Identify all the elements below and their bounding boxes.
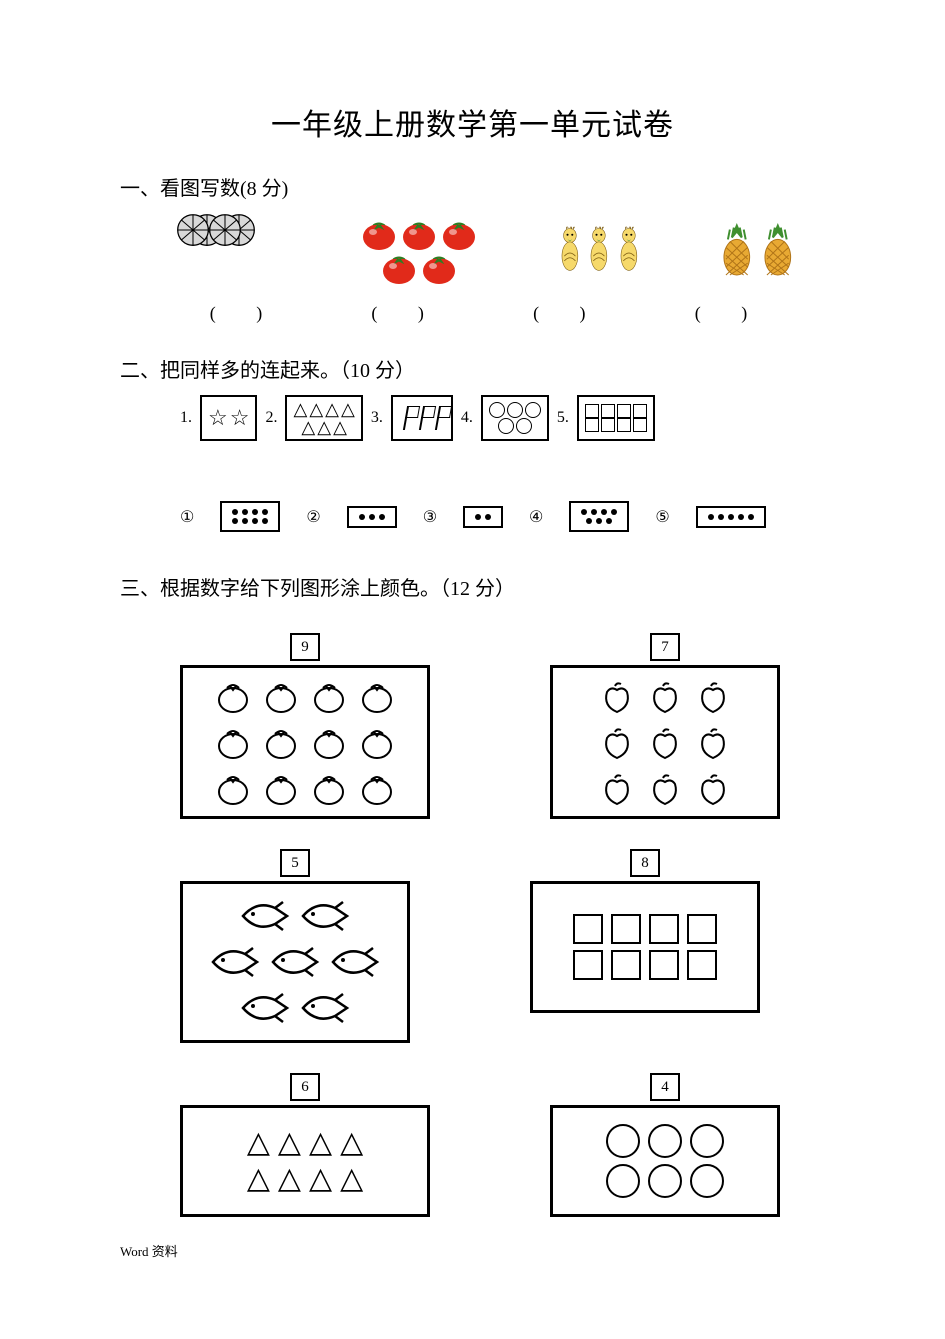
s3-shape-frame[interactable] xyxy=(550,665,780,819)
s2-top-number: 4. xyxy=(461,409,473,427)
s3-item: 9 xyxy=(180,633,430,819)
section2-heading: 二、把同样多的连起来。（10 分） xyxy=(120,354,825,383)
answer-blank[interactable]: ( ) xyxy=(675,303,785,324)
s2-shape-box: ☆☆ xyxy=(200,395,257,441)
section1-images xyxy=(120,213,825,287)
answer-blank[interactable]: ( ) xyxy=(513,303,623,324)
s2-top-number: 2. xyxy=(265,409,277,427)
s2-dot-box xyxy=(347,506,397,528)
section1-heading: 一、看图写数(8 分) xyxy=(120,172,825,201)
s3-item: 7 xyxy=(550,633,780,819)
s3-shape-frame[interactable] xyxy=(550,1105,780,1217)
s1-item-pineapples xyxy=(720,213,795,287)
s3-item: 6 △△△△△△△△ xyxy=(180,1073,430,1217)
section1-answers: ( ) ( ) ( ) ( ) xyxy=(120,287,825,324)
s3-number-label: 7 xyxy=(650,633,680,661)
s3-item: 5 xyxy=(180,849,410,1043)
s3-item: 4 xyxy=(550,1073,780,1217)
s2-shape-box xyxy=(391,395,453,441)
section3-heading: 三、根据数字给下列图形涂上颜色。（12 分） xyxy=(120,572,825,601)
s3-shape-frame[interactable] xyxy=(180,665,430,819)
s2-shape-box xyxy=(481,395,549,441)
section2-bottom-row: ① ② ③ ④ ⑤ xyxy=(120,501,825,532)
s2-bottom-number: ② xyxy=(306,507,320,527)
s2-bottom-number: ③ xyxy=(423,507,437,527)
s1-item-tomatoes xyxy=(359,213,479,287)
s2-shape-box: △△△△△△△ xyxy=(285,395,362,441)
s3-number-label: 6 xyxy=(290,1073,320,1101)
worksheet-page: 一年级上册数学第一单元试卷 一、看图写数(8 分) xyxy=(0,0,945,1300)
s1-item-ducks xyxy=(558,213,641,287)
s2-dot-box xyxy=(569,501,629,532)
s2-bottom-number: ④ xyxy=(529,507,543,527)
answer-blank[interactable]: ( ) xyxy=(190,303,300,324)
s3-number-label: 9 xyxy=(290,633,320,661)
s2-dot-box xyxy=(220,501,280,532)
footer-text: Word 资料 xyxy=(120,1241,825,1260)
answer-blank[interactable]: ( ) xyxy=(352,303,462,324)
s2-top-number: 1. xyxy=(180,409,192,427)
s2-top-number: 3. xyxy=(371,409,383,427)
s3-item: 8 xyxy=(530,849,760,1043)
page-title: 一年级上册数学第一单元试卷 xyxy=(120,100,825,144)
s3-number-label: 4 xyxy=(650,1073,680,1101)
s2-dot-box xyxy=(463,506,503,528)
s2-bottom-number: ⑤ xyxy=(655,507,669,527)
s2-bottom-number: ① xyxy=(180,507,194,527)
section2-top-row: 1. ☆☆ 2. △△△△△△△ 3. 4. 5. xyxy=(120,395,825,441)
s3-number-label: 8 xyxy=(630,849,660,877)
section3-grid: 9 7 xyxy=(120,613,825,1217)
s3-number-label: 5 xyxy=(280,849,310,877)
s2-dot-box xyxy=(696,506,766,528)
s3-shape-frame[interactable] xyxy=(180,881,410,1043)
s1-item-basketballs xyxy=(170,213,280,287)
s3-shape-frame[interactable] xyxy=(530,881,760,1013)
s2-top-number: 5. xyxy=(557,409,569,427)
s2-shape-box xyxy=(577,395,655,441)
s3-shape-frame[interactable]: △△△△△△△△ xyxy=(180,1105,430,1217)
